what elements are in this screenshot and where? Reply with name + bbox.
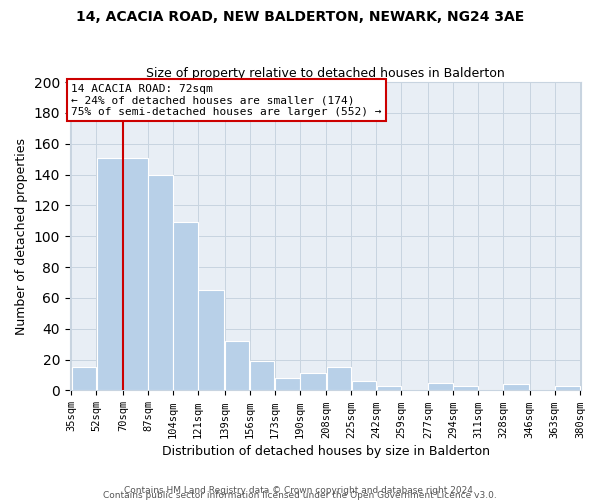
Bar [300, 374, 326, 390]
Bar [503, 384, 529, 390]
Bar [71, 367, 96, 390]
Bar [250, 361, 274, 390]
Bar [555, 386, 580, 390]
Bar [326, 367, 351, 390]
Y-axis label: Number of detached properties: Number of detached properties [15, 138, 28, 334]
Text: 14 ACACIA ROAD: 72sqm
← 24% of detached houses are smaller (174)
75% of semi-det: 14 ACACIA ROAD: 72sqm ← 24% of detached … [71, 84, 382, 117]
Bar [97, 158, 122, 390]
Title: Size of property relative to detached houses in Balderton: Size of property relative to detached ho… [146, 66, 505, 80]
Bar [173, 222, 198, 390]
Text: Contains public sector information licensed under the Open Government Licence v3: Contains public sector information licen… [103, 491, 497, 500]
Bar [454, 386, 478, 390]
Bar [275, 378, 299, 390]
X-axis label: Distribution of detached houses by size in Balderton: Distribution of detached houses by size … [161, 444, 490, 458]
Text: Contains HM Land Registry data © Crown copyright and database right 2024.: Contains HM Land Registry data © Crown c… [124, 486, 476, 495]
Bar [225, 341, 250, 390]
Text: 14, ACACIA ROAD, NEW BALDERTON, NEWARK, NG24 3AE: 14, ACACIA ROAD, NEW BALDERTON, NEWARK, … [76, 10, 524, 24]
Bar [148, 174, 173, 390]
Bar [377, 386, 401, 390]
Bar [199, 290, 224, 390]
Bar [428, 382, 453, 390]
Bar [123, 158, 148, 390]
Bar [352, 381, 376, 390]
